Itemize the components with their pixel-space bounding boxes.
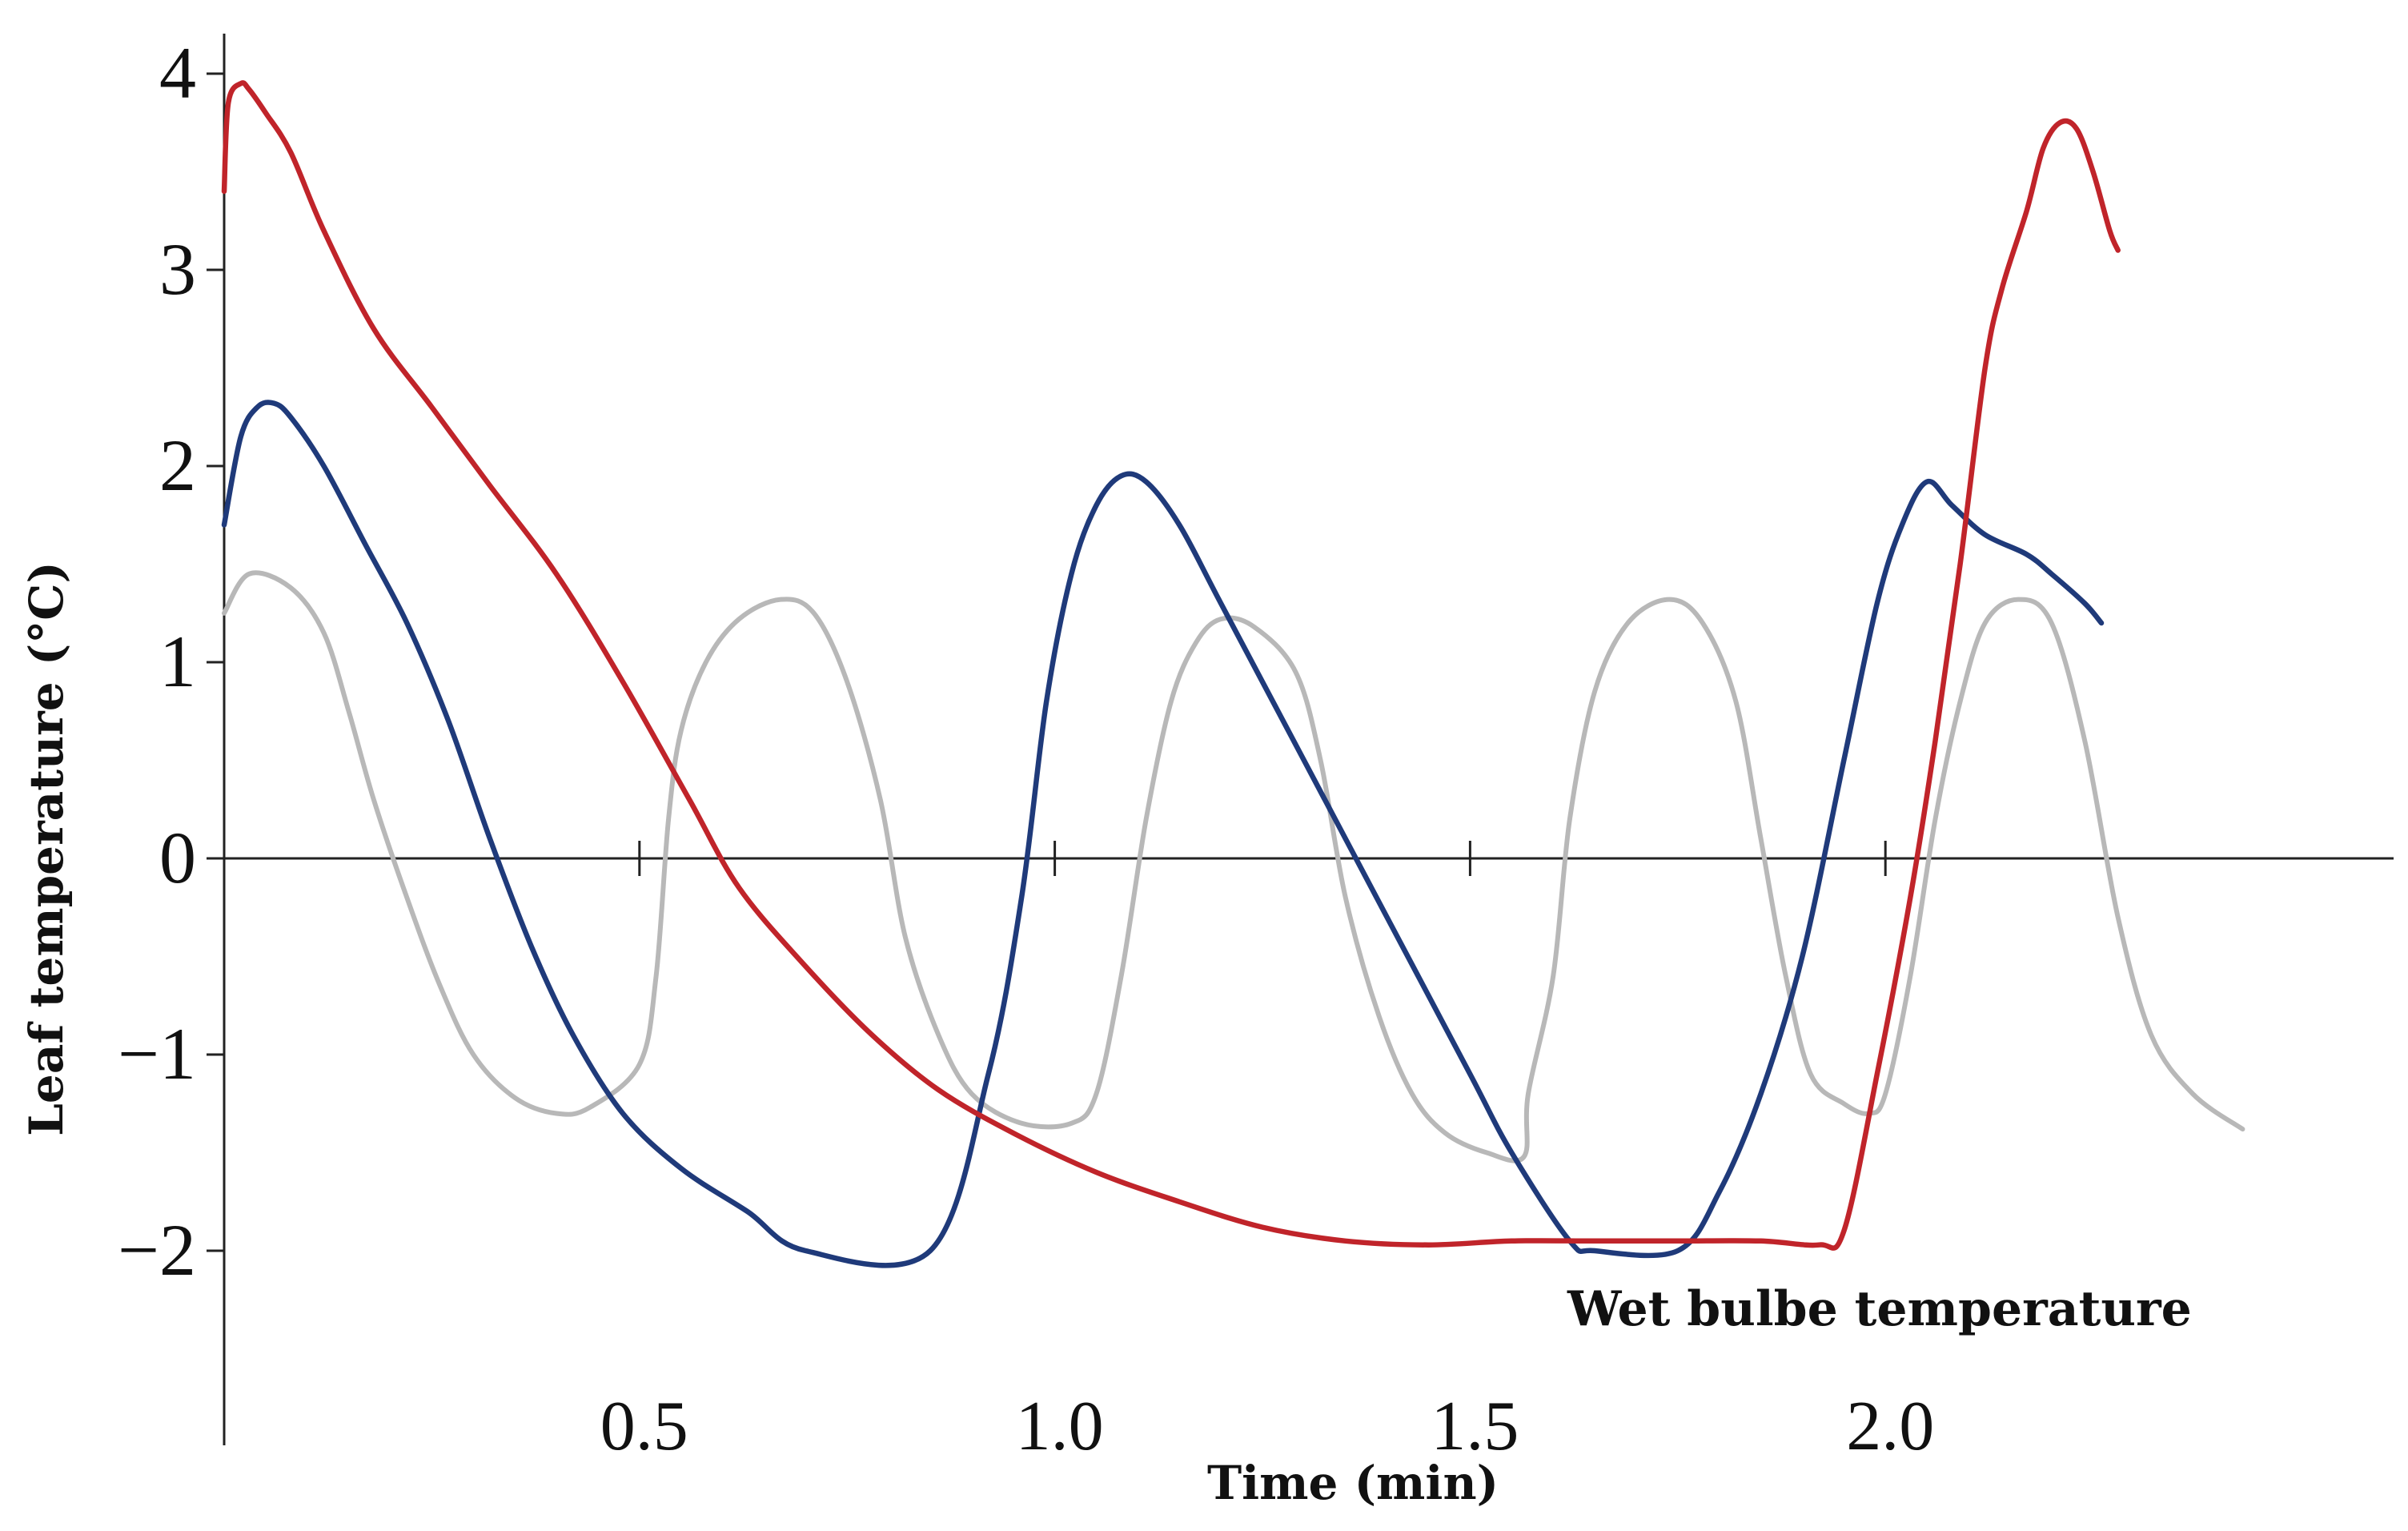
y-tick-label: 3 <box>159 228 196 310</box>
blue-series-line <box>221 400 2105 1268</box>
y-tick-label: −1 <box>118 1013 196 1095</box>
y-tick-label: 4 <box>159 32 196 114</box>
y-tick-label: 1 <box>159 621 196 702</box>
x-ticks: 0.5 1.0 1.5 2.0 <box>600 841 1934 1465</box>
x-tick-label: 0.5 <box>600 1388 688 1465</box>
x-axis-title: Time (min) <box>1207 1456 1499 1510</box>
y-tick-label: −2 <box>118 1209 196 1291</box>
y-ticks: 4 3 2 1 0 −1 −2 <box>118 32 224 1291</box>
y-axis-title: Leaf temperature (°C) <box>19 561 74 1136</box>
y-tick-label: 0 <box>159 817 196 898</box>
grey-series-line <box>222 570 2245 1163</box>
x-tick-label: 2.0 <box>1846 1388 1934 1465</box>
red-series-line <box>221 80 2121 1251</box>
series-layer <box>221 80 2245 1268</box>
wet-bulb-annotation: Wet bulbe temperature <box>1567 1281 2192 1337</box>
x-tick-label: 1.5 <box>1431 1388 1519 1465</box>
x-tick-label: 1.0 <box>1016 1388 1104 1465</box>
y-tick-label: 2 <box>159 424 196 506</box>
